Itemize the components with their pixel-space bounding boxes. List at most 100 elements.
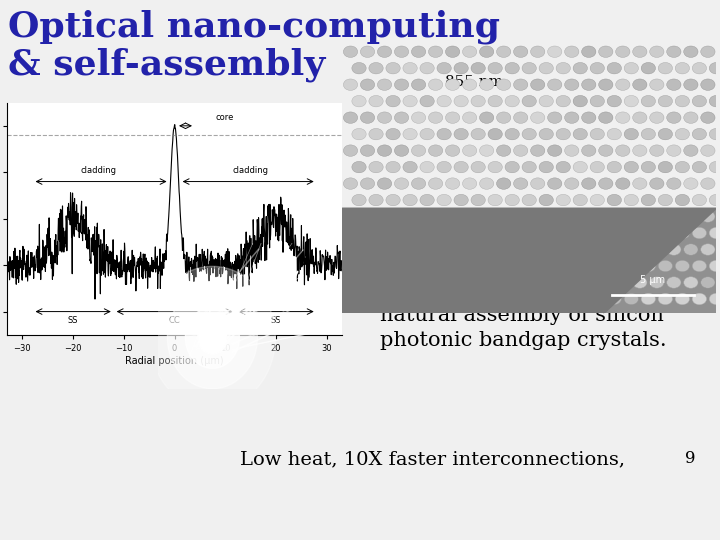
Circle shape — [709, 194, 720, 206]
Circle shape — [642, 96, 655, 107]
Circle shape — [377, 79, 392, 90]
Circle shape — [395, 211, 409, 222]
Text: Optical nano-computing: Optical nano-computing — [8, 10, 500, 44]
Circle shape — [361, 79, 374, 90]
Circle shape — [675, 96, 690, 107]
Circle shape — [386, 227, 400, 239]
Circle shape — [446, 211, 460, 222]
Circle shape — [343, 178, 358, 190]
Circle shape — [497, 79, 510, 90]
Circle shape — [718, 244, 720, 255]
Circle shape — [361, 46, 374, 57]
Circle shape — [403, 293, 417, 305]
Circle shape — [471, 96, 485, 107]
Circle shape — [462, 178, 477, 190]
Circle shape — [488, 227, 503, 239]
Circle shape — [667, 46, 681, 57]
Circle shape — [343, 112, 358, 123]
Circle shape — [505, 129, 519, 140]
Circle shape — [497, 211, 510, 222]
Circle shape — [692, 63, 706, 74]
Circle shape — [369, 161, 383, 173]
Circle shape — [446, 178, 460, 190]
Circle shape — [607, 227, 621, 239]
Circle shape — [718, 211, 720, 222]
Circle shape — [522, 293, 536, 305]
Circle shape — [658, 293, 672, 305]
Circle shape — [607, 63, 621, 74]
Circle shape — [633, 145, 647, 157]
Circle shape — [343, 211, 358, 222]
Polygon shape — [186, 307, 239, 368]
Circle shape — [633, 211, 647, 222]
Circle shape — [403, 96, 417, 107]
Circle shape — [352, 227, 366, 239]
Circle shape — [667, 277, 681, 288]
Circle shape — [420, 129, 434, 140]
Circle shape — [556, 161, 570, 173]
Circle shape — [352, 260, 366, 272]
Text: core: core — [215, 113, 233, 122]
Circle shape — [642, 227, 655, 239]
Circle shape — [471, 293, 485, 305]
Circle shape — [531, 46, 545, 57]
Circle shape — [369, 260, 383, 272]
Circle shape — [649, 211, 664, 222]
Circle shape — [454, 161, 468, 173]
Circle shape — [684, 244, 698, 255]
Circle shape — [718, 46, 720, 57]
Circle shape — [420, 63, 434, 74]
Circle shape — [505, 293, 519, 305]
Circle shape — [649, 277, 664, 288]
Circle shape — [377, 46, 392, 57]
Circle shape — [573, 161, 588, 173]
Circle shape — [582, 145, 596, 157]
Circle shape — [497, 112, 510, 123]
Circle shape — [480, 277, 494, 288]
Circle shape — [428, 244, 443, 255]
Circle shape — [658, 194, 672, 206]
Circle shape — [395, 277, 409, 288]
Circle shape — [675, 63, 690, 74]
Circle shape — [718, 79, 720, 90]
Circle shape — [582, 46, 596, 57]
Circle shape — [667, 79, 681, 90]
Circle shape — [692, 161, 706, 173]
Circle shape — [692, 96, 706, 107]
Circle shape — [411, 178, 426, 190]
Circle shape — [462, 277, 477, 288]
Circle shape — [428, 277, 443, 288]
Circle shape — [480, 112, 494, 123]
Circle shape — [471, 161, 485, 173]
Circle shape — [480, 244, 494, 255]
Circle shape — [598, 145, 613, 157]
Circle shape — [488, 260, 503, 272]
Circle shape — [428, 79, 443, 90]
Circle shape — [590, 293, 604, 305]
Circle shape — [701, 145, 715, 157]
Circle shape — [454, 129, 468, 140]
Text: cladding: cladding — [233, 166, 269, 174]
Circle shape — [649, 112, 664, 123]
Circle shape — [701, 46, 715, 57]
Circle shape — [582, 277, 596, 288]
Circle shape — [488, 293, 503, 305]
Circle shape — [616, 145, 630, 157]
Circle shape — [403, 260, 417, 272]
Circle shape — [369, 96, 383, 107]
Circle shape — [411, 112, 426, 123]
Circle shape — [411, 211, 426, 222]
Circle shape — [386, 194, 400, 206]
Circle shape — [556, 96, 570, 107]
Circle shape — [513, 211, 528, 222]
Circle shape — [598, 178, 613, 190]
Circle shape — [386, 96, 400, 107]
Circle shape — [573, 129, 588, 140]
Circle shape — [513, 46, 528, 57]
Circle shape — [531, 211, 545, 222]
Circle shape — [718, 112, 720, 123]
Circle shape — [675, 293, 690, 305]
Circle shape — [607, 161, 621, 173]
Circle shape — [548, 112, 562, 123]
Circle shape — [531, 145, 545, 157]
